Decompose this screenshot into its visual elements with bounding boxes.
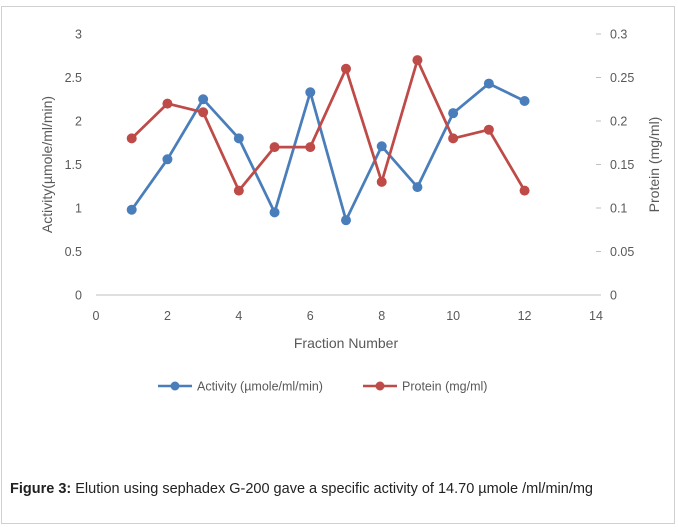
data-point-protein: [519, 185, 530, 196]
legend-dot-protein: [375, 381, 385, 391]
data-point-protein: [162, 98, 173, 109]
y-right-tick-label: 0.25: [610, 71, 634, 85]
chart: 0 0.5 1 1.5 2 2.5 3 0 0.05 0.1 0.15 0.2 0.25 0.3 0 2 4…: [39, 28, 662, 394]
data-point-activity: [483, 78, 494, 89]
caption-text: Elution using sephadex G-200 gave a spec…: [71, 481, 593, 497]
data-point-protein: [376, 176, 387, 187]
data-point-activity: [519, 95, 530, 106]
data-point-activity: [305, 87, 316, 98]
y-right-tick-label: 0.3: [610, 28, 627, 42]
figure-caption: Figure 3: Elution using sephadex G-200 g…: [10, 480, 668, 499]
data-point-activity: [341, 215, 351, 226]
series-line-protein: [130, 58, 526, 192]
data-point-activity: [269, 207, 280, 218]
y-left-tick-label: 0.5: [65, 245, 82, 259]
data-point-protein: [269, 142, 280, 153]
y-right-tick-label: 0.1: [610, 202, 627, 216]
data-point-protein: [126, 133, 137, 144]
chart-frame: [1, 6, 675, 524]
x-tick-label: 4: [235, 309, 242, 323]
x-tick-label: 10: [446, 309, 460, 323]
x-axis-label: Fraction Number: [294, 335, 399, 351]
x-tick-label: 2: [164, 309, 171, 323]
x-tick-label: 8: [378, 309, 385, 323]
y-left-tick-label: 2: [75, 115, 82, 129]
data-point-activity: [162, 154, 173, 165]
y-right-tick-label: 0.05: [610, 245, 634, 259]
data-point-activity: [376, 141, 387, 152]
y-left-tick-label: 1.5: [65, 158, 82, 172]
y-left-tick-label: 2.5: [65, 71, 82, 85]
y-right-tick-label: 0.2: [610, 115, 627, 129]
data-point-activity: [126, 204, 137, 215]
data-point-activity: [233, 133, 244, 144]
legend-label-activity: Activity (µmole/ml/min): [197, 380, 323, 394]
x-tick-label: 12: [518, 309, 532, 323]
x-tick-label: 0: [93, 309, 100, 323]
data-point-protein: [412, 55, 423, 66]
y-right-tick-label: 0.15: [610, 158, 634, 172]
legend: Activity (µmole/ml/min) Protein (mg/ml): [158, 380, 487, 394]
data-point-protein: [305, 142, 316, 153]
x-tick-label: 14: [589, 309, 603, 323]
data-point-protein: [483, 124, 494, 135]
y-axis-left-label: Activity(µmole/ml/min): [39, 96, 55, 233]
y-right-tick-label: 0: [610, 289, 617, 303]
y-left-tick-label: 1: [75, 202, 82, 216]
data-point-protein: [198, 107, 209, 118]
data-point-protein: [448, 133, 459, 144]
x-tick-label: 6: [307, 309, 314, 323]
series-line-activity: [130, 82, 526, 222]
caption-label: Figure 3:: [10, 481, 72, 497]
y-left-tick-label: 0: [75, 289, 82, 303]
data-point-protein: [233, 185, 244, 196]
data-point-activity: [198, 94, 209, 105]
data-point-activity: [448, 108, 459, 119]
legend-label-protein: Protein (mg/ml): [402, 380, 487, 394]
data-point-protein: [341, 63, 351, 74]
legend-dot-activity: [170, 381, 180, 391]
y-axis-right-label: Protein (mg/ml): [646, 117, 662, 213]
y-left-tick-label: 3: [75, 28, 82, 42]
data-point-activity: [412, 182, 423, 193]
